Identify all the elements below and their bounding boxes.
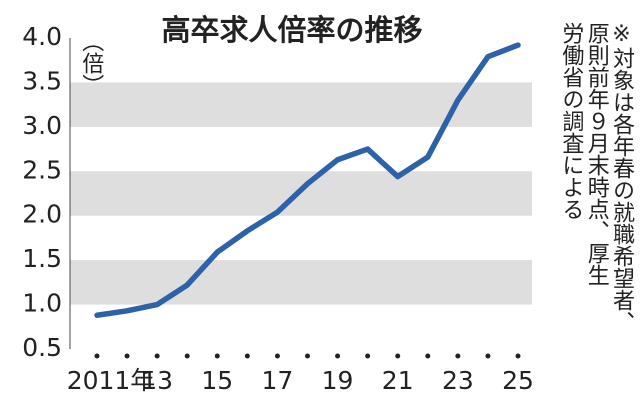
x-tick-dot bbox=[154, 353, 160, 359]
x-tick-dot bbox=[335, 353, 341, 359]
unit-label: （倍） bbox=[78, 30, 104, 96]
x-tick-dot bbox=[184, 353, 190, 359]
x-tick-dot bbox=[274, 353, 280, 359]
y-tick-label: 2.0 bbox=[22, 200, 62, 229]
x-tick-label: 2011年 bbox=[67, 366, 156, 395]
y-tick-label: 1.0 bbox=[22, 289, 62, 318]
y-tick-label: 1.5 bbox=[22, 244, 62, 273]
x-tick-dot bbox=[214, 353, 220, 359]
x-tick-label: 17 bbox=[262, 366, 294, 395]
x-tick-dot bbox=[94, 353, 100, 359]
x-tick-label: 13 bbox=[141, 366, 173, 395]
x-tick-label: 15 bbox=[201, 366, 233, 395]
x-tick-dot bbox=[244, 353, 250, 359]
y-tick-label: 4.0 bbox=[22, 22, 62, 51]
x-tick-label: 25 bbox=[502, 366, 534, 395]
note-line: 労働省の調査による bbox=[558, 22, 584, 220]
y-tick-label: 2.5 bbox=[22, 155, 62, 184]
series-line bbox=[94, 42, 521, 318]
x-tick-dot bbox=[365, 353, 371, 359]
x-tick-dot bbox=[395, 353, 401, 359]
note-line: ※対象は各年春の就職希望者、 bbox=[609, 22, 634, 333]
x-tick-label: 23 bbox=[442, 366, 474, 395]
note: ※対象は各年春の就職希望者、 原則前年９月末時点、厚生 労働省の調査による bbox=[558, 22, 634, 333]
grid-band bbox=[70, 260, 532, 305]
x-tick-label: 19 bbox=[322, 366, 354, 395]
x-tick-dot bbox=[425, 353, 431, 359]
x-tick-label: 21 bbox=[382, 366, 414, 395]
y-tick-label: 0.5 bbox=[22, 333, 62, 362]
title-backing bbox=[120, 8, 465, 54]
x-tick-dot bbox=[515, 353, 521, 359]
x-tick-dot bbox=[485, 353, 491, 359]
x-tick-dot bbox=[124, 353, 130, 359]
x-tick-dot bbox=[455, 353, 461, 359]
y-tick-label: 3.5 bbox=[22, 66, 62, 95]
note-line: 原則前年９月末時点、厚生 bbox=[583, 22, 609, 286]
chart-title: 高卒求人倍率の推移 bbox=[161, 13, 422, 47]
x-tick-dot bbox=[305, 353, 310, 359]
y-tick-label: 3.0 bbox=[22, 111, 62, 140]
